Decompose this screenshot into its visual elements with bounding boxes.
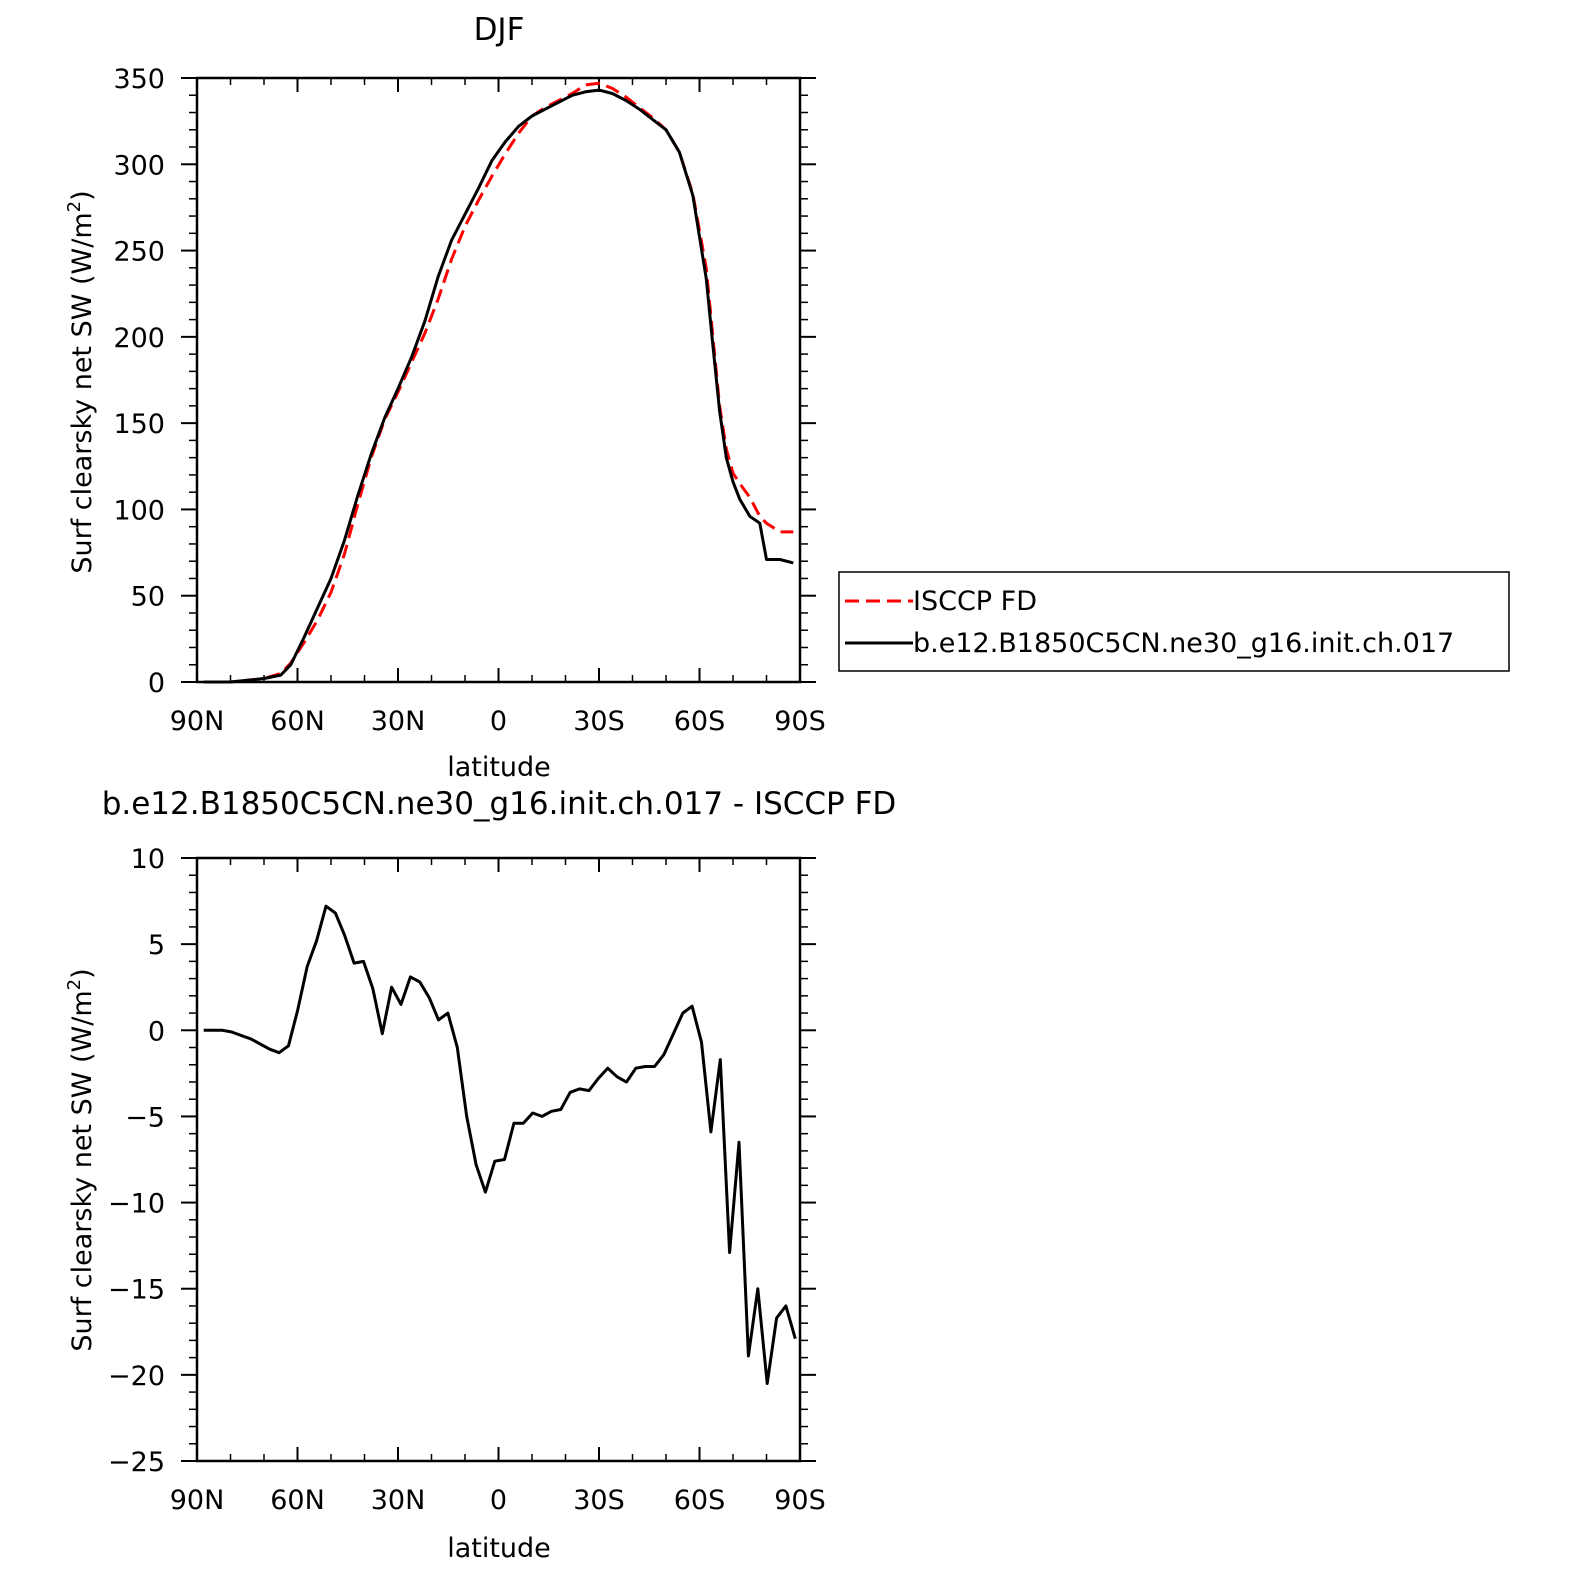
bottom-ytick-label: −10 — [108, 1189, 165, 1220]
bottom-xaxis-label: latitude — [447, 1533, 551, 1564]
top-xaxis-label: latitude — [447, 752, 551, 783]
bottom-ytick-label: 5 — [148, 930, 165, 961]
top-xtick-label: 30S — [573, 706, 625, 737]
top-xtick-label: 90N — [170, 706, 225, 737]
top-xtick-label: 30N — [371, 706, 426, 737]
bottom-series-group — [203, 904, 797, 1385]
bottom-xtick-label: 60S — [674, 1485, 726, 1516]
bottom-ytick-label: 0 — [148, 1016, 165, 1047]
bottom-ytick-label: 10 — [131, 844, 165, 875]
top-plot-frame — [195, 76, 802, 684]
legend-label-isccp: ISCCP FD — [913, 586, 1037, 617]
top-yaxis-label: Surf clearsky net SW (W/m2) — [64, 190, 98, 573]
bottom-ytick-label: −15 — [108, 1275, 165, 1306]
top-ytick-label: 50 — [131, 582, 165, 613]
top-xtick-label: 0 — [490, 706, 507, 737]
bottom-xtick-label: 0 — [490, 1485, 507, 1516]
top-ytick-label: 0 — [148, 668, 165, 699]
plot-top: DJF 90N 60N 30N 0 30S 60S 90S 0 50 100 150 200 250 30… — [64, 12, 826, 783]
bottom-tick-labels: 90N 60N 30N 0 30S 60S 90S 10 5 0 −5 −10 −15 −20 −25 — [108, 844, 826, 1516]
bottom-xtick-label: 60N — [270, 1485, 325, 1516]
top-ytick-label: 150 — [113, 409, 165, 440]
top-series-line-0 — [203, 81, 794, 684]
bottom-xtick-label: 30S — [573, 1485, 625, 1516]
top-xtick-label: 60S — [674, 706, 726, 737]
bottom-series-line-0 — [203, 904, 797, 1385]
bottom-plot-frame — [195, 856, 802, 1463]
top-series-group — [203, 81, 794, 684]
legend: ISCCP FD b.e12.B1850C5CN.ne30_g16.init.c… — [838, 571, 1510, 672]
bottom-ytick-label: −5 — [125, 1102, 165, 1133]
top-xtick-label: 60N — [270, 706, 325, 737]
bottom-ytick-label: −25 — [108, 1447, 165, 1478]
legend-box — [838, 571, 1510, 672]
top-ytick-label: 200 — [113, 323, 165, 354]
top-plot-title: DJF — [474, 12, 525, 48]
bottom-yaxis-label: Surf clearsky net SW (W/m2) — [64, 968, 98, 1351]
top-xtick-label: 90S — [774, 706, 826, 737]
top-ytick-label: 100 — [113, 495, 165, 526]
bottom-plot-title: b.e12.B1850C5CN.ne30_g16.init.ch.017 - I… — [102, 786, 897, 822]
top-series-line-1 — [203, 88, 794, 684]
top-ytick-label: 250 — [113, 237, 165, 268]
bottom-ytick-label: −20 — [108, 1361, 165, 1392]
top-tick-labels: 90N 60N 30N 0 30S 60S 90S 0 50 100 150 200 250 300 350 — [113, 64, 825, 737]
top-ytick-label: 300 — [113, 150, 165, 181]
bottom-xtick-label: 30N — [371, 1485, 426, 1516]
bottom-xtick-label: 90N — [170, 1485, 225, 1516]
bottom-xtick-label: 90S — [774, 1485, 826, 1516]
top-ytick-label: 350 — [113, 64, 165, 95]
plot-bottom: b.e12.B1850C5CN.ne30_g16.init.ch.017 - I… — [64, 786, 896, 1564]
top-axis-ticks — [181, 77, 816, 683]
legend-label-model: b.e12.B1850C5CN.ne30_g16.init.ch.017 — [913, 628, 1454, 659]
